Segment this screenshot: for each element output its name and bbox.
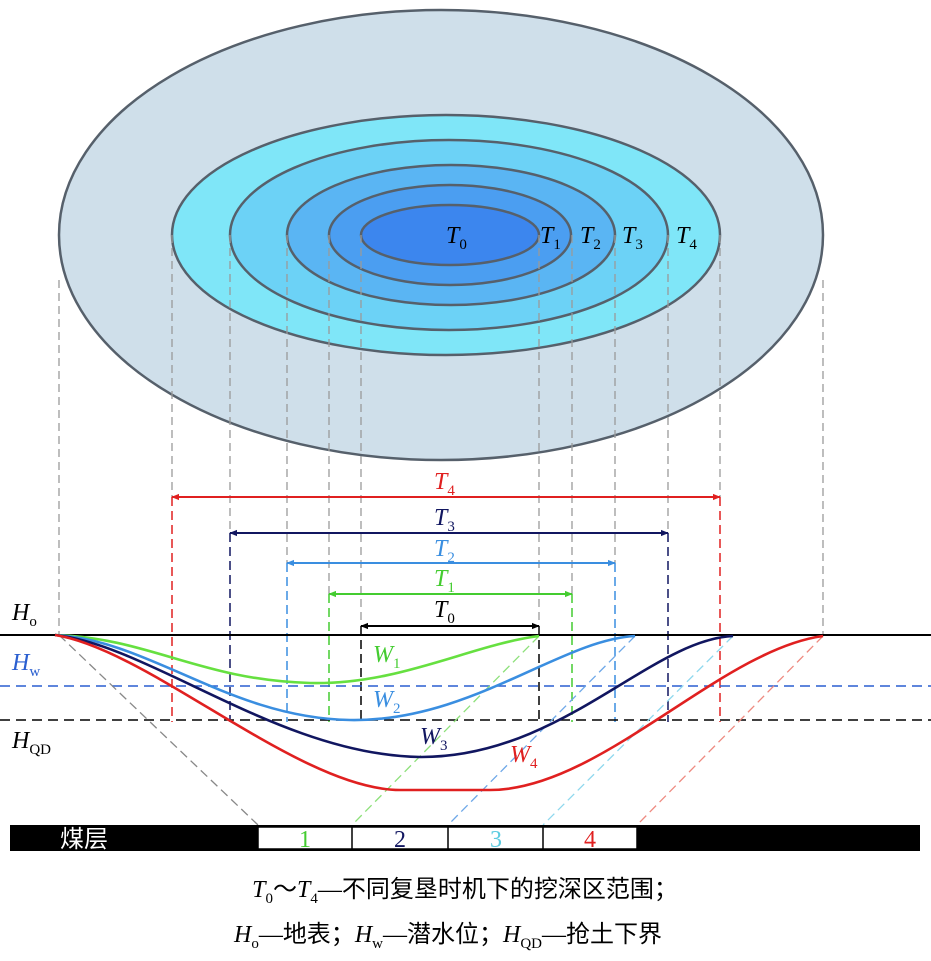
- range-label: T0: [434, 597, 455, 627]
- levels: Ho Hw HQD: [0, 600, 931, 758]
- label-base: T: [540, 223, 555, 249]
- range-label: T4: [434, 469, 455, 499]
- caption-part: T: [297, 877, 312, 903]
- zone-edge: [229, 533, 669, 722]
- slope-line: [58, 634, 259, 826]
- label-sub: o: [29, 614, 37, 630]
- caption-part: H: [354, 922, 374, 948]
- slope-line: [636, 635, 824, 826]
- label-sub: 1: [447, 580, 455, 596]
- label-base: T: [446, 223, 461, 249]
- block-label: 1: [299, 827, 311, 853]
- seam-divider: [351, 827, 544, 849]
- ellipses: [57, 8, 825, 462]
- label-base: T: [434, 536, 449, 562]
- zone-label: T1: [540, 223, 561, 253]
- label-base: T: [676, 223, 691, 249]
- caption-part: QD: [520, 936, 542, 952]
- curve: [54, 633, 734, 759]
- range-label: T3: [434, 505, 455, 535]
- caption-part: o: [251, 936, 259, 952]
- block-label: 3: [490, 827, 502, 853]
- curves: W1 W2 W3 W4: [54, 633, 824, 792]
- level-label: Hw: [11, 650, 40, 680]
- caption-part: H: [502, 922, 522, 948]
- label-sub: 1: [393, 656, 401, 672]
- block-label: 4: [584, 827, 596, 853]
- label-sub: w: [29, 664, 40, 680]
- range-arrows: T4 T3 T2 T1 T0: [171, 469, 721, 630]
- curve-label: W2: [373, 687, 401, 717]
- slope-line: [447, 635, 636, 826]
- caption-part: —抢土下界: [541, 921, 662, 948]
- caption-line: T0～T4—不同复垦时机下的挖深区范围；: [252, 876, 678, 907]
- zone-label: T4: [676, 223, 697, 253]
- label-base: W: [373, 642, 395, 668]
- label-base: H: [11, 728, 31, 754]
- slope-line: [351, 635, 540, 826]
- label-sub: 0: [459, 237, 467, 253]
- label-base: T: [434, 566, 449, 592]
- slopes: [58, 634, 824, 826]
- label-sub: 1: [553, 237, 561, 253]
- label-base: H: [11, 650, 31, 676]
- label-base: T: [434, 505, 449, 531]
- seam-label: 煤层: [60, 826, 108, 853]
- caption: T0～T4—不同复垦时机下的挖深区范围； Ho—地表；Hw—潜水位；HQD—抢土…: [233, 876, 678, 952]
- label-base: T: [580, 223, 595, 249]
- caption-part: —地表；: [258, 921, 355, 948]
- range-label: T2: [434, 536, 455, 566]
- caption-part: H: [233, 922, 253, 948]
- zone-label: T3: [622, 223, 643, 253]
- curve: [54, 633, 540, 685]
- label-sub: QD: [29, 742, 51, 758]
- label-sub: 3: [447, 519, 455, 535]
- label-sub: 3: [440, 738, 448, 754]
- level-label: HQD: [11, 728, 51, 758]
- ellipse-labels: T0 T1 T2 T3 T4: [446, 223, 697, 253]
- curve: [54, 633, 824, 792]
- label-base: W: [510, 742, 532, 768]
- curve-label: W1: [373, 642, 401, 672]
- zone-edge: [286, 563, 616, 722]
- range-label: T1: [434, 566, 455, 596]
- zone-edge: [171, 497, 721, 722]
- zone-edge: [360, 626, 540, 722]
- label-sub: 3: [635, 237, 643, 253]
- caption-part: 0: [266, 891, 274, 907]
- curve-label: W4: [510, 742, 538, 772]
- projection-line: [58, 235, 824, 635]
- label-sub: 0: [447, 611, 455, 627]
- caption-part: —潜水位；: [382, 921, 503, 948]
- zone-edge: [328, 594, 573, 722]
- label-sub: 4: [447, 483, 455, 499]
- coal-seam: 煤层 1 2 3 4: [10, 825, 920, 853]
- curve: [54, 633, 636, 722]
- caption-line: Ho—地表；Hw—潜水位；HQD—抢土下界: [233, 921, 662, 952]
- label-base: W: [420, 724, 442, 750]
- label-sub: 4: [530, 756, 538, 772]
- zone-label: T0: [446, 223, 467, 253]
- label-base: H: [11, 600, 31, 626]
- caption-part: w: [372, 936, 383, 952]
- curve-label: W3: [420, 724, 448, 754]
- zone-label: T2: [580, 223, 601, 253]
- label-sub: 4: [689, 237, 697, 253]
- label-base: T: [622, 223, 637, 249]
- label-sub: 2: [393, 701, 401, 717]
- caption-part: ～: [273, 877, 297, 903]
- block-label: 2: [394, 827, 406, 853]
- label-sub: 2: [447, 550, 455, 566]
- label-base: T: [434, 597, 449, 623]
- caption-part: —不同复垦时机下的挖深区范围；: [317, 876, 678, 903]
- caption-part: T: [252, 877, 267, 903]
- level-label: Ho: [11, 600, 37, 630]
- projection-lines: [58, 235, 824, 722]
- caption-part: 4: [310, 891, 318, 907]
- label-base: T: [434, 469, 449, 495]
- label-sub: 2: [593, 237, 601, 253]
- label-base: W: [373, 687, 395, 713]
